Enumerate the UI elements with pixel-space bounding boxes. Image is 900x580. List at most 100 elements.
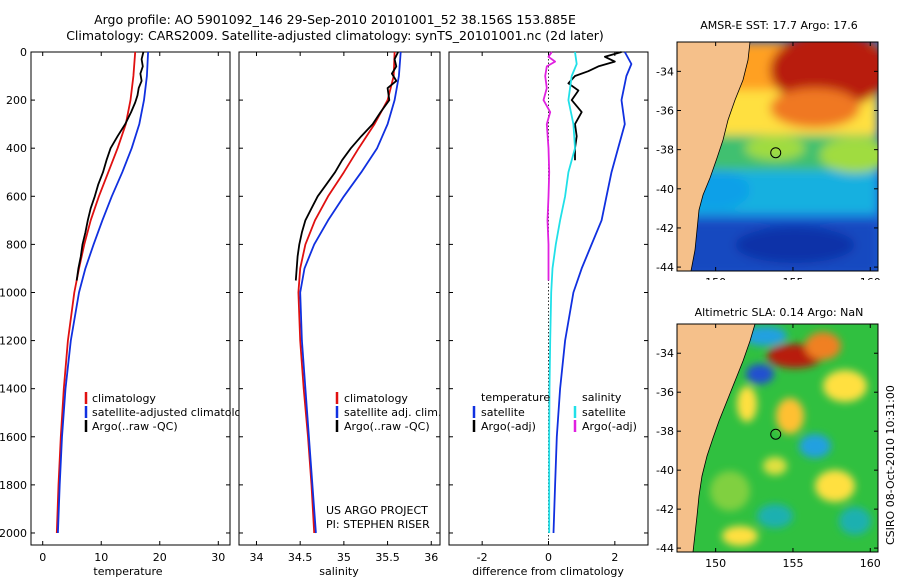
difference-x-axis: -2 0 2 xyxy=(477,52,618,564)
lat-tick-label: -40 xyxy=(656,183,674,196)
salinity-xlabel: salinity xyxy=(319,565,359,578)
lat-tick-label: -34 xyxy=(656,347,674,360)
difference-depth-ticks xyxy=(449,51,648,534)
legend-argo: Argo(..raw -QC) xyxy=(344,420,430,433)
series-line-salinity-argo-adj- xyxy=(542,51,556,281)
salinity-legend: climatology satellite adj. clim. Argo(..… xyxy=(335,392,441,433)
difference-legend: temperature satellite Argo(-adj) salinit… xyxy=(472,391,637,433)
y-tick-label: 400 xyxy=(6,142,27,155)
y-tick-label: 200 xyxy=(6,94,27,107)
x-tick-label: 35.5 xyxy=(375,551,400,564)
series-line-salinity-satellite xyxy=(548,51,578,533)
legend-argo: Argo(..raw -QC) xyxy=(92,420,178,433)
x-tick-label: 0 xyxy=(545,551,552,564)
lat-tick-label: -44 xyxy=(656,261,674,274)
series-line-temperature-satellite xyxy=(552,51,633,534)
sla-map-axes: -34 -36 -38 -40 -42 -44 150 155 160 xyxy=(656,324,880,570)
y-tick-label: 1000 xyxy=(0,286,27,299)
x-tick-label: 34.5 xyxy=(288,551,313,564)
lon-tick-label: 150 xyxy=(705,276,726,280)
y-tick-label: 800 xyxy=(6,238,27,251)
y-tick-label: 0 xyxy=(20,46,27,59)
series-line-climatology xyxy=(55,51,137,534)
sst-map-frame xyxy=(676,41,879,272)
sst-map-axes: -34 -36 -38 -40 -42 -44 150 155 160 xyxy=(656,42,880,280)
x-tick-label: 0 xyxy=(39,551,46,564)
legend-satellite: satellite-adjusted climatology xyxy=(92,406,255,419)
lon-tick-label: 160 xyxy=(860,557,880,570)
x-tick-label: 35 xyxy=(337,551,351,564)
credit-stamp: CSIRO 08-Oct-2010 10:31:00 xyxy=(884,385,897,545)
y-tick-label: 2000 xyxy=(0,527,27,540)
salinity-x-axis: 34 34.5 35 35.5 36 xyxy=(249,52,438,564)
lon-tick-label: 160 xyxy=(860,276,880,280)
legend-temp-argo: Argo(-adj) xyxy=(481,420,536,433)
legend-climatology: climatology xyxy=(344,392,408,405)
title-line-2: Climatology: CARS2009. Satellite-adjuste… xyxy=(66,28,604,43)
sla-map: -34 -36 -38 -40 -42 -44 150 155 160 xyxy=(656,323,880,570)
salinity-panel: 34 34.5 35 35.5 36 climatology satellite adj… xyxy=(238,51,441,578)
difference-xlabel: difference from climatology xyxy=(472,565,624,578)
x-tick-label: 2 xyxy=(611,551,618,564)
lon-tick-label: 155 xyxy=(782,276,803,280)
series-line-argo-raw-qc- xyxy=(294,51,399,281)
sla-map-frame xyxy=(676,323,879,553)
legend-sal-argo: Argo(-adj) xyxy=(582,420,637,433)
lat-tick-label: -34 xyxy=(656,65,674,78)
sst-map: -34 -36 -38 -40 -42 -44 150 155 160 xyxy=(656,41,880,280)
temperature-xlabel: temperature xyxy=(93,565,162,578)
depth-axis: 0 200 400 600 800 1000 1200 1400 1600 1800 2000 xyxy=(0,46,230,540)
y-tick-label: 1800 xyxy=(0,479,27,492)
lat-tick-label: -40 xyxy=(656,464,674,477)
y-tick-label: 1200 xyxy=(0,335,27,348)
series-line-argo-raw-qc- xyxy=(75,51,145,281)
temperature-panel: 0 200 400 600 800 1000 1200 1400 1600 1800 2000 0 1… xyxy=(0,46,255,578)
legend-temp-satellite: satellite xyxy=(481,406,525,419)
sla-map-title: Altimetric SLA: 0.14 Argo: NaN xyxy=(694,306,864,319)
coastline-land xyxy=(677,42,750,271)
lat-tick-label: -36 xyxy=(656,386,674,399)
argo-float-marker xyxy=(770,428,782,440)
difference-series xyxy=(542,51,633,534)
x-tick-label: -2 xyxy=(477,551,488,564)
y-tick-label: 600 xyxy=(6,190,27,203)
series-line-temperature-argo-adj- xyxy=(567,51,622,161)
legend-sal-satellite: satellite xyxy=(582,406,626,419)
temperature-series xyxy=(55,51,149,534)
series-line-satellite-adjusted-climatology xyxy=(57,51,149,534)
temperature-axes-box xyxy=(30,51,231,546)
coastline-land xyxy=(677,324,755,552)
project-annotation: US ARGO PROJECT xyxy=(326,504,428,517)
series-line-satellite-adj-clim- xyxy=(299,51,402,534)
salinity-depth-ticks xyxy=(239,51,440,534)
temperature-legend: climatology satellite-adjusted climatolo… xyxy=(84,392,255,433)
x-tick-label: 20 xyxy=(153,551,167,564)
argo-float-marker xyxy=(770,147,782,159)
x-tick-label: 34 xyxy=(249,551,263,564)
lon-tick-label: 155 xyxy=(782,557,803,570)
legend-temperature-header: temperature xyxy=(481,391,550,404)
lon-tick-label: 150 xyxy=(705,557,726,570)
salinity-axes-box xyxy=(238,51,441,546)
x-tick-label: 30 xyxy=(211,551,225,564)
lat-tick-label: -44 xyxy=(656,542,674,555)
lat-tick-label: -36 xyxy=(656,105,674,118)
legend-salinity-header: salinity xyxy=(582,391,622,404)
legend-satellite: satellite adj. clim. xyxy=(344,406,441,419)
y-tick-label: 1400 xyxy=(0,383,27,396)
lat-tick-label: -38 xyxy=(656,144,674,157)
title-line-1: Argo profile: AO 5901092_146 29-Sep-2010… xyxy=(94,12,576,27)
temperature-x-axis: 0 10 20 30 xyxy=(39,52,225,564)
salinity-series xyxy=(294,51,402,534)
lat-tick-label: -38 xyxy=(656,425,674,438)
difference-panel: -2 0 2 temperature satellite Argo(-adj) sa… xyxy=(448,51,649,578)
sst-map-title: AMSR-E SST: 17.7 Argo: 17.6 xyxy=(700,19,858,32)
y-tick-label: 1600 xyxy=(0,431,27,444)
legend-climatology: climatology xyxy=(92,392,156,405)
lat-tick-label: -42 xyxy=(656,503,674,516)
pi-annotation: PI: STEPHEN RISER xyxy=(326,518,430,531)
lat-tick-label: -42 xyxy=(656,222,674,235)
x-tick-label: 10 xyxy=(94,551,108,564)
x-tick-label: 36 xyxy=(424,551,438,564)
